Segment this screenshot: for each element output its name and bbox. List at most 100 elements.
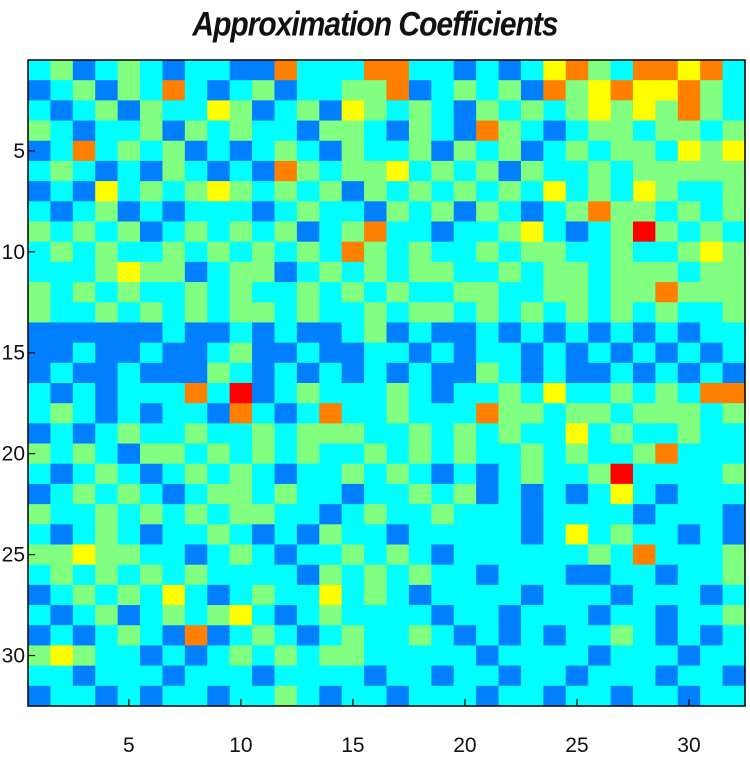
heatmap-cell bbox=[184, 362, 208, 384]
heatmap-cell bbox=[28, 605, 51, 626]
heatmap-cell bbox=[610, 443, 634, 465]
heatmap-cell bbox=[252, 544, 275, 566]
heatmap-cell bbox=[543, 665, 567, 687]
heatmap-cell bbox=[588, 504, 611, 525]
heatmap-cell bbox=[677, 282, 701, 303]
heatmap-cell bbox=[565, 665, 589, 687]
heatmap-cell bbox=[274, 160, 298, 182]
heatmap-cell bbox=[364, 463, 387, 485]
heatmap-cell bbox=[386, 282, 410, 303]
heatmap-cell bbox=[520, 443, 544, 465]
heatmap-cell bbox=[252, 625, 275, 646]
heatmap-cell bbox=[677, 564, 701, 586]
heatmap-cell bbox=[274, 524, 298, 545]
heatmap-cell bbox=[632, 201, 656, 222]
heatmap-cell bbox=[207, 261, 231, 283]
heatmap-cell bbox=[364, 241, 387, 263]
heatmap-cell bbox=[229, 423, 253, 444]
heatmap-cell bbox=[655, 463, 679, 485]
heatmap-cell bbox=[565, 483, 589, 505]
heatmap-cell bbox=[364, 564, 387, 586]
heatmap-cell bbox=[476, 504, 499, 525]
heatmap-cell bbox=[565, 80, 589, 101]
heatmap-cell bbox=[184, 483, 208, 505]
heatmap-cell bbox=[431, 483, 455, 505]
heatmap-cell bbox=[95, 625, 119, 646]
heatmap-cell bbox=[252, 605, 275, 626]
heatmap-cell bbox=[520, 221, 544, 243]
heatmap-cell bbox=[632, 120, 656, 142]
heatmap-cells bbox=[28, 60, 746, 707]
heatmap-cell bbox=[655, 564, 679, 586]
heatmap-cell bbox=[476, 322, 499, 344]
heatmap-cell bbox=[700, 322, 723, 344]
heatmap-cell bbox=[498, 504, 522, 525]
heatmap-cell bbox=[476, 221, 499, 243]
heatmap-cell bbox=[341, 403, 365, 424]
heatmap-cell bbox=[274, 403, 298, 424]
heatmap-cell bbox=[543, 100, 567, 121]
heatmap-cell bbox=[341, 463, 365, 485]
heatmap-cell bbox=[700, 60, 723, 81]
heatmap-cell bbox=[543, 423, 567, 444]
heatmap-cell bbox=[341, 383, 365, 404]
heatmap-cell bbox=[274, 80, 298, 101]
heatmap-cell bbox=[588, 140, 611, 162]
heatmap-cell bbox=[543, 524, 567, 545]
heatmap-cell bbox=[476, 685, 499, 707]
heatmap-cell bbox=[565, 100, 589, 121]
heatmap-cell bbox=[408, 80, 432, 101]
heatmap-cell bbox=[431, 302, 455, 323]
heatmap-cell bbox=[610, 241, 634, 263]
heatmap-cell bbox=[632, 685, 656, 707]
heatmap-cell bbox=[543, 362, 567, 384]
heatmap-cell bbox=[498, 625, 522, 646]
heatmap-cell bbox=[140, 342, 163, 364]
heatmap-cell bbox=[431, 282, 455, 303]
heatmap-cell bbox=[588, 362, 611, 384]
heatmap-cell bbox=[207, 140, 231, 162]
heatmap-cell bbox=[341, 685, 365, 707]
heatmap-cell bbox=[274, 140, 298, 162]
heatmap-cell bbox=[229, 120, 253, 142]
heatmap-cell bbox=[28, 140, 51, 162]
heatmap-cell bbox=[588, 443, 611, 465]
heatmap-cell bbox=[207, 625, 231, 646]
heatmap-cell bbox=[453, 160, 477, 182]
heatmap-cell bbox=[28, 524, 51, 545]
heatmap-cell bbox=[95, 201, 119, 222]
heatmap-cell bbox=[162, 605, 186, 626]
heatmap-cell bbox=[319, 383, 343, 404]
heatmap-cell bbox=[162, 645, 186, 667]
heatmap-cell bbox=[207, 383, 231, 404]
heatmap-cell bbox=[632, 665, 656, 687]
heatmap-cell bbox=[207, 100, 231, 121]
heatmap-cell bbox=[162, 544, 186, 566]
heatmap-cell bbox=[140, 201, 163, 222]
heatmap-cell bbox=[229, 362, 253, 384]
heatmap-cell bbox=[252, 524, 275, 545]
heatmap-cell bbox=[453, 544, 477, 566]
heatmap-cell bbox=[677, 221, 701, 243]
heatmap-cell bbox=[296, 665, 320, 687]
heatmap-cell bbox=[588, 342, 611, 364]
heatmap-cell bbox=[117, 685, 141, 707]
heatmap-cell bbox=[386, 322, 410, 344]
heatmap-cell bbox=[498, 140, 522, 162]
heatmap-cell bbox=[50, 483, 74, 505]
heatmap-cell bbox=[520, 60, 544, 81]
heatmap-cell bbox=[72, 584, 96, 606]
heatmap-cell bbox=[296, 322, 320, 344]
heatmap-cell bbox=[722, 362, 746, 384]
heatmap-cell bbox=[520, 504, 544, 525]
heatmap-cell bbox=[296, 564, 320, 586]
heatmap-cell bbox=[296, 181, 320, 202]
heatmap-cell bbox=[162, 342, 186, 364]
heatmap-cell bbox=[498, 645, 522, 667]
heatmap-cell bbox=[520, 605, 544, 626]
heatmap-cell bbox=[274, 625, 298, 646]
heatmap-cell bbox=[677, 483, 701, 505]
heatmap-cell bbox=[28, 483, 51, 505]
heatmap-cell bbox=[140, 302, 163, 323]
heatmap-cell bbox=[543, 564, 567, 586]
